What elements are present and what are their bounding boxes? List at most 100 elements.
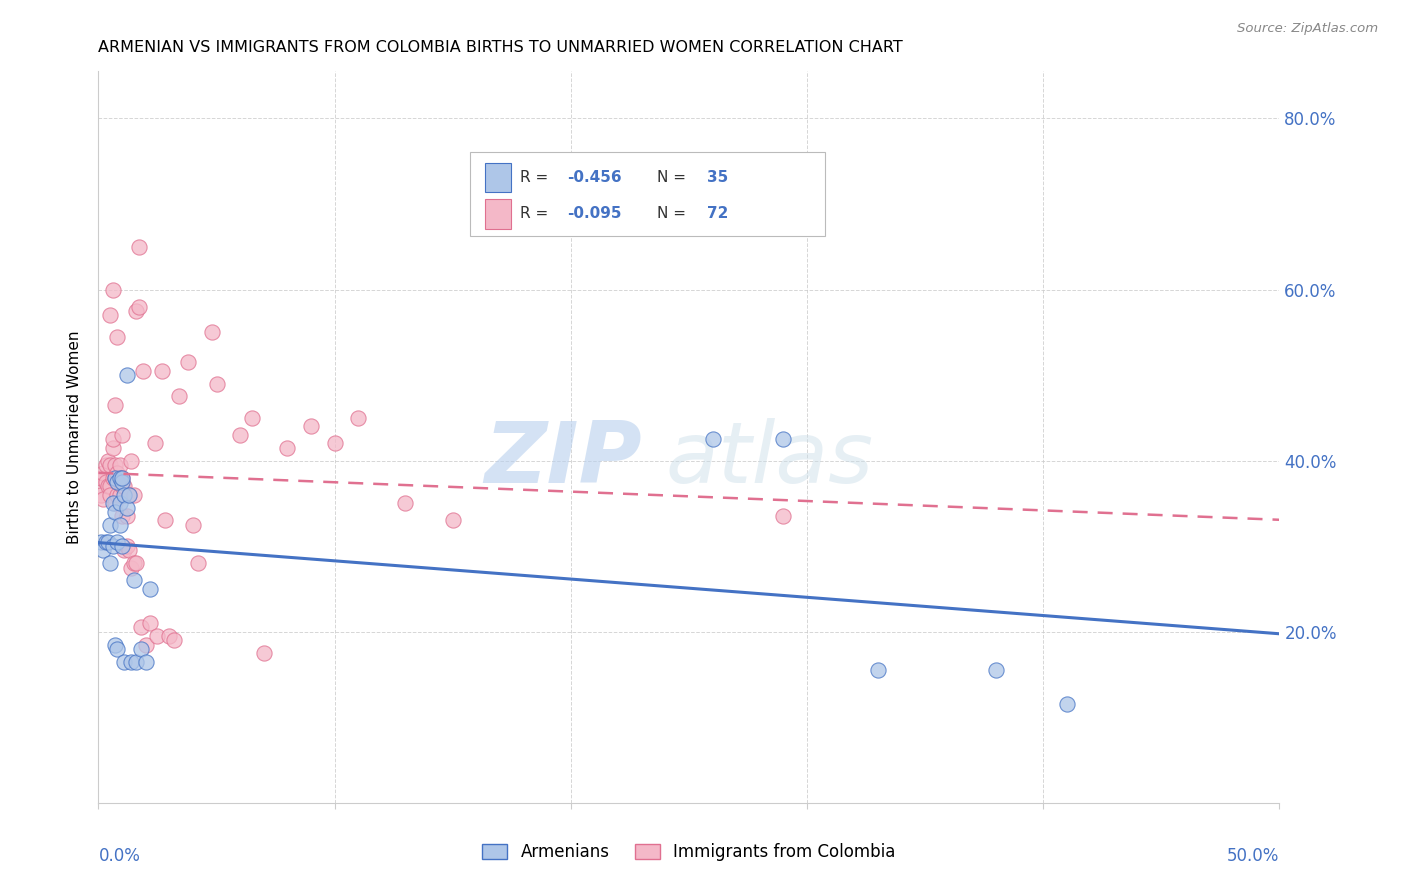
Point [135, 638, 157, 652]
Point [104, 505, 127, 519]
Point [135, 655, 157, 669]
Point [90, 488, 112, 502]
Point [276, 441, 298, 455]
Point [187, 556, 209, 570]
Y-axis label: Births to Unmarried Women: Births to Unmarried Women [67, 330, 83, 544]
Point [115, 500, 138, 515]
Point [98, 488, 121, 502]
Point [104, 638, 127, 652]
Text: N =: N = [657, 169, 690, 185]
Point [129, 641, 152, 656]
Point [121, 453, 143, 467]
Point [94, 458, 117, 472]
Point [323, 436, 346, 450]
Point [111, 475, 134, 489]
Point [105, 467, 128, 481]
Point [150, 364, 173, 378]
Point [201, 326, 224, 340]
Point [108, 471, 131, 485]
Point [105, 488, 128, 502]
Point [132, 364, 155, 378]
Point [181, 517, 204, 532]
Point [105, 329, 128, 343]
Point [91, 543, 114, 558]
Point [229, 428, 252, 442]
Point [121, 560, 143, 574]
Point [98, 556, 121, 570]
Point [105, 534, 128, 549]
Point [108, 496, 131, 510]
Text: 35: 35 [707, 169, 728, 185]
Point [105, 475, 128, 489]
Text: 0.0%: 0.0% [98, 847, 141, 864]
Point [347, 410, 370, 425]
Point [97, 479, 120, 493]
Point [240, 410, 263, 425]
Point [702, 432, 724, 446]
Point [94, 475, 117, 489]
Point [112, 543, 135, 558]
Point [101, 441, 124, 455]
Point [111, 539, 134, 553]
Point [104, 471, 127, 485]
Point [108, 471, 131, 485]
FancyBboxPatch shape [485, 199, 510, 228]
Point [101, 471, 124, 485]
Point [128, 240, 150, 254]
Point [118, 488, 141, 502]
Point [125, 655, 148, 669]
Point [111, 509, 134, 524]
FancyBboxPatch shape [485, 162, 510, 192]
Text: -0.095: -0.095 [567, 206, 621, 221]
Text: 72: 72 [707, 206, 728, 221]
Point [139, 616, 162, 631]
Point [104, 458, 127, 472]
Text: -0.456: -0.456 [567, 169, 621, 185]
Text: atlas: atlas [665, 417, 873, 500]
Legend: Armenians, Immigrants from Colombia: Armenians, Immigrants from Colombia [475, 837, 903, 868]
Point [101, 283, 124, 297]
Point [125, 556, 148, 570]
Point [112, 655, 135, 669]
Point [115, 509, 138, 524]
Point [101, 432, 124, 446]
Point [112, 488, 135, 502]
Point [205, 376, 228, 391]
Text: ZIP: ZIP [484, 417, 641, 500]
Point [167, 389, 190, 403]
Text: 50.0%: 50.0% [1227, 847, 1279, 864]
Point [253, 646, 276, 660]
Point [118, 488, 141, 502]
Point [122, 574, 145, 588]
Point [866, 663, 889, 677]
Point [115, 368, 138, 382]
Text: R =: R = [520, 206, 553, 221]
Point [91, 492, 114, 507]
Point [111, 428, 134, 442]
Point [112, 479, 135, 493]
Point [153, 514, 176, 528]
Point [108, 458, 131, 472]
Point [177, 355, 200, 369]
Point [111, 471, 134, 485]
Point [90, 534, 112, 549]
Point [1056, 698, 1078, 712]
Point [104, 471, 127, 485]
Point [125, 304, 148, 318]
Text: ARMENIAN VS IMMIGRANTS FROM COLOMBIA BIRTHS TO UNMARRIED WOMEN CORRELATION CHART: ARMENIAN VS IMMIGRANTS FROM COLOMBIA BIR… [98, 40, 903, 55]
Point [394, 496, 416, 510]
Point [104, 398, 127, 412]
Point [91, 467, 114, 481]
Point [98, 517, 121, 532]
Text: R =: R = [520, 169, 553, 185]
Point [984, 663, 1007, 677]
Point [108, 488, 131, 502]
Point [441, 514, 464, 528]
Point [97, 534, 120, 549]
Point [122, 556, 145, 570]
Point [90, 471, 112, 485]
Point [122, 488, 145, 502]
Point [111, 479, 134, 493]
Point [108, 517, 131, 532]
Point [121, 655, 143, 669]
